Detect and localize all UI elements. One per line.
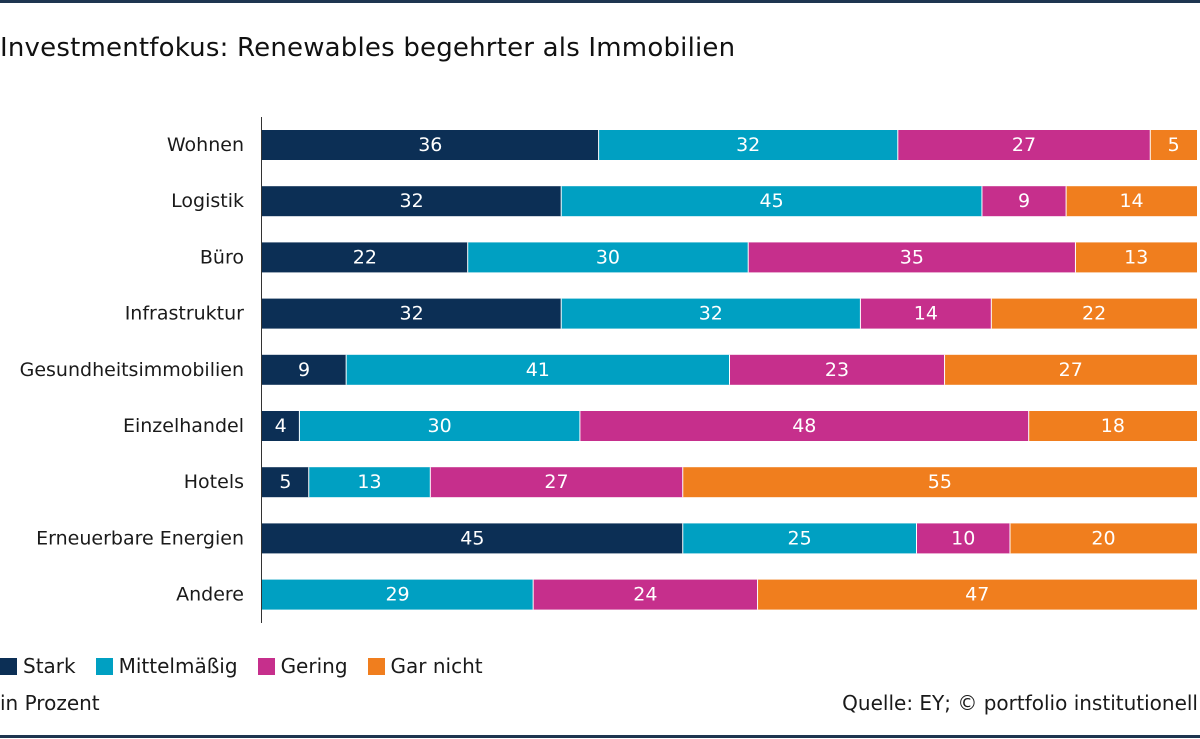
bar-gesundheitsimmobilien-stark <box>262 354 347 385</box>
bar-infrastruktur-gering <box>860 298 992 329</box>
bar-buero-gar-nicht <box>1075 242 1197 273</box>
data-label-hotels-gering: 27 <box>544 471 568 493</box>
data-label-logistik-gering: 9 <box>1018 190 1030 212</box>
category-label-erneuerbare-energien: Erneuerbare Energien <box>36 527 244 549</box>
category-label-gesundheitsimmobilien: Gesundheitsimmobilien <box>20 359 244 381</box>
legend-swatch-stark <box>0 657 17 675</box>
bar-einzelhandel-stark <box>262 411 300 441</box>
bar-infrastruktur-stark <box>262 298 562 329</box>
legend-item-gering: Gering <box>257 654 348 678</box>
data-label-buero-gering: 35 <box>900 246 924 268</box>
data-label-logistik-stark: 32 <box>400 190 424 212</box>
data-label-logistik-mittelmaessig: 45 <box>759 190 783 212</box>
bar-gesundheitsimmobilien-gering <box>729 354 945 385</box>
bar-einzelhandel-gering <box>579 411 1029 441</box>
legend-label-stark: Stark <box>23 654 76 678</box>
bar-buero-mittelmaessig <box>467 242 749 273</box>
data-label-andere-gar-nicht: 47 <box>965 584 989 606</box>
bar-andere-mittelmaessig <box>262 579 534 610</box>
bar-erneuerbare-energien-mittelmaessig <box>682 523 917 554</box>
category-label-logistik: Logistik <box>171 190 244 212</box>
legend-swatch-gering <box>257 657 275 675</box>
data-label-gesundheitsimmobilien-mittelmaessig: 41 <box>526 359 550 381</box>
bar-gesundheitsimmobilien-mittelmaessig <box>346 354 730 385</box>
data-label-logistik-gar-nicht: 14 <box>1119 190 1143 212</box>
data-label-einzelhandel-gering: 48 <box>792 415 816 437</box>
data-label-wohnen-gering: 27 <box>1012 134 1036 156</box>
chart-title: Investmentfokus: Renewables begehrter al… <box>0 33 736 63</box>
category-label-buero: Büro <box>200 246 244 268</box>
data-label-erneuerbare-energien-gar-nicht: 20 <box>1091 527 1115 549</box>
source-note: Quelle: EY; © portfolio institutionell <box>842 691 1198 715</box>
data-label-buero-stark: 22 <box>353 246 377 268</box>
bottom-rule <box>0 735 1200 738</box>
bar-infrastruktur-mittelmaessig <box>561 298 861 329</box>
data-label-hotels-mittelmaessig: 13 <box>357 471 381 493</box>
data-label-erneuerbare-energien-stark: 45 <box>460 527 484 549</box>
bar-erneuerbare-energien-gar-nicht <box>1010 523 1197 554</box>
data-label-erneuerbare-energien-mittelmaessig: 25 <box>788 527 812 549</box>
data-label-einzelhandel-gar-nicht: 18 <box>1101 415 1125 437</box>
data-label-gesundheitsimmobilien-stark: 9 <box>298 359 310 381</box>
bar-einzelhandel-mittelmaessig <box>299 411 580 441</box>
data-label-buero-mittelmaessig: 30 <box>596 246 620 268</box>
data-label-erneuerbare-energien-gering: 10 <box>951 527 975 549</box>
legend-swatch-mittelmaessig <box>95 657 113 675</box>
data-label-hotels-gar-nicht: 55 <box>928 471 952 493</box>
legend-label-gar-nicht: Gar nicht <box>390 654 483 678</box>
legend-label-mittelmaessig: Mittelmäßig <box>118 654 238 678</box>
data-label-andere-gering: 24 <box>633 584 657 606</box>
data-label-andere-mittelmaessig: 29 <box>385 584 409 606</box>
data-label-gesundheitsimmobilien-gering: 23 <box>825 359 849 381</box>
category-label-andere: Andere <box>176 584 244 606</box>
unit-note: in Prozent <box>0 691 100 715</box>
bar-andere-gering <box>533 579 758 610</box>
legend-label-gering: Gering <box>280 654 348 678</box>
data-label-infrastruktur-mittelmaessig: 32 <box>699 303 723 325</box>
bar-hotels-gering <box>430 467 683 498</box>
category-label-hotels: Hotels <box>184 471 244 493</box>
bar-erneuerbare-energien-stark <box>262 523 683 554</box>
legend-item-gar-nicht: Gar nicht <box>367 654 483 678</box>
data-label-buero-gar-nicht: 13 <box>1124 246 1148 268</box>
data-label-wohnen-stark: 36 <box>418 134 442 156</box>
data-label-gesundheitsimmobilien-gar-nicht: 27 <box>1059 359 1083 381</box>
category-label-einzelhandel: Einzelhandel <box>123 415 244 437</box>
data-label-hotels-stark: 5 <box>279 471 291 493</box>
bar-logistik-gering <box>981 186 1067 217</box>
bar-buero-stark <box>262 242 468 273</box>
data-label-einzelhandel-mittelmaessig: 30 <box>428 415 452 437</box>
data-label-infrastruktur-gering: 14 <box>914 303 938 325</box>
bar-wohnen-mittelmaessig <box>598 130 898 160</box>
data-label-wohnen-gar-nicht: 5 <box>1168 134 1180 156</box>
data-label-wohnen-mittelmaessig: 32 <box>736 134 760 156</box>
bar-wohnen-stark <box>262 130 599 160</box>
data-label-infrastruktur-gar-nicht: 22 <box>1082 303 1106 325</box>
data-label-infrastruktur-stark: 32 <box>400 303 424 325</box>
category-label-wohnen: Wohnen <box>167 134 244 156</box>
bar-logistik-mittelmaessig <box>561 186 982 217</box>
bar-wohnen-gar-nicht <box>1150 130 1197 160</box>
bar-andere-gar-nicht <box>757 579 1197 610</box>
bar-hotels-stark <box>262 467 309 498</box>
bar-gesundheitsimmobilien-gar-nicht <box>944 354 1197 385</box>
bar-erneuerbare-energien-gering <box>916 523 1010 554</box>
bar-logistik-gar-nicht <box>1066 186 1197 217</box>
top-rule <box>0 0 1200 3</box>
bar-einzelhandel-gar-nicht <box>1028 411 1197 441</box>
bar-hotels-mittelmaessig <box>308 467 431 498</box>
bar-infrastruktur-gar-nicht <box>991 298 1197 329</box>
bar-wohnen-gering <box>897 130 1151 160</box>
legend-swatch-gar-nicht <box>367 657 385 675</box>
data-label-einzelhandel-stark: 4 <box>275 415 287 437</box>
category-label-infrastruktur: Infrastruktur <box>125 303 244 325</box>
legend: Stark Mittelmäßig Gering Gar nicht <box>0 652 503 680</box>
legend-item-stark: Stark <box>0 654 76 678</box>
legend-item-mittelmaessig: Mittelmäßig <box>95 654 238 678</box>
bar-logistik-stark <box>262 186 562 217</box>
bar-buero-gering <box>748 242 1076 273</box>
bar-hotels-gar-nicht <box>682 467 1197 498</box>
